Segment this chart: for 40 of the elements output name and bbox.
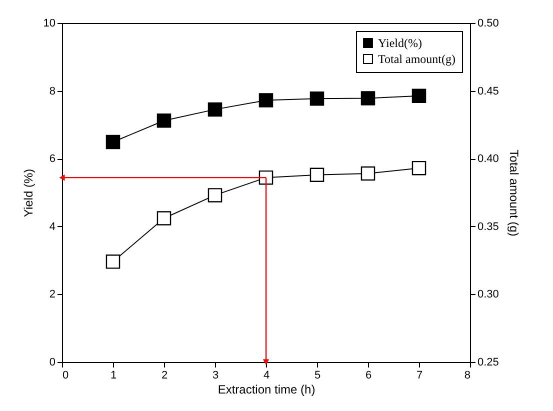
y2-tick-label: 0.30 (478, 288, 499, 301)
point (106, 254, 120, 269)
y2-tick-label: 0.40 (478, 153, 499, 166)
x-tick-label: 0 (62, 370, 69, 382)
point (310, 168, 324, 182)
y-tick-label: 10 (43, 18, 56, 30)
y-axis-title: Yield (%) (21, 168, 36, 218)
legend-label: Total amount(g) (378, 52, 456, 66)
y-tick-label: 6 (49, 153, 56, 166)
x-tick-label: 3 (212, 370, 219, 382)
point (258, 93, 274, 108)
x-tick-label: 6 (365, 370, 372, 382)
point (156, 114, 172, 128)
point (208, 102, 222, 117)
point (258, 170, 274, 185)
y2-tick-label: 0.50 (478, 18, 499, 30)
y-tick-label: 4 (49, 220, 56, 233)
x-tick-label: 8 (464, 370, 470, 382)
x-tick-label: 1 (110, 370, 117, 382)
x-tick-label: 7 (416, 370, 423, 382)
y2-tick-label: 0.35 (478, 220, 499, 233)
y2-axis-title: Total amount (g) (506, 150, 521, 236)
y2-tick-label: 0.45 (478, 85, 499, 98)
point (310, 91, 324, 106)
point (412, 88, 426, 104)
y2-tick-label: 0.25 (478, 356, 499, 368)
y-tick-label: 2 (49, 288, 56, 301)
y-tick-label: 0 (49, 356, 56, 368)
point (208, 188, 222, 202)
point (360, 166, 376, 181)
point (106, 134, 120, 150)
y-tick-label: 8 (49, 85, 56, 98)
point (360, 91, 376, 106)
point (412, 160, 426, 176)
x-tick-label: 2 (161, 370, 168, 382)
x-axis-title: Extraction time (h) (218, 382, 316, 396)
x-tick-label: 4 (263, 370, 270, 382)
x-tick-label: 5 (314, 370, 321, 382)
point (156, 211, 172, 226)
legend-label: Yield(%) (378, 36, 422, 50)
